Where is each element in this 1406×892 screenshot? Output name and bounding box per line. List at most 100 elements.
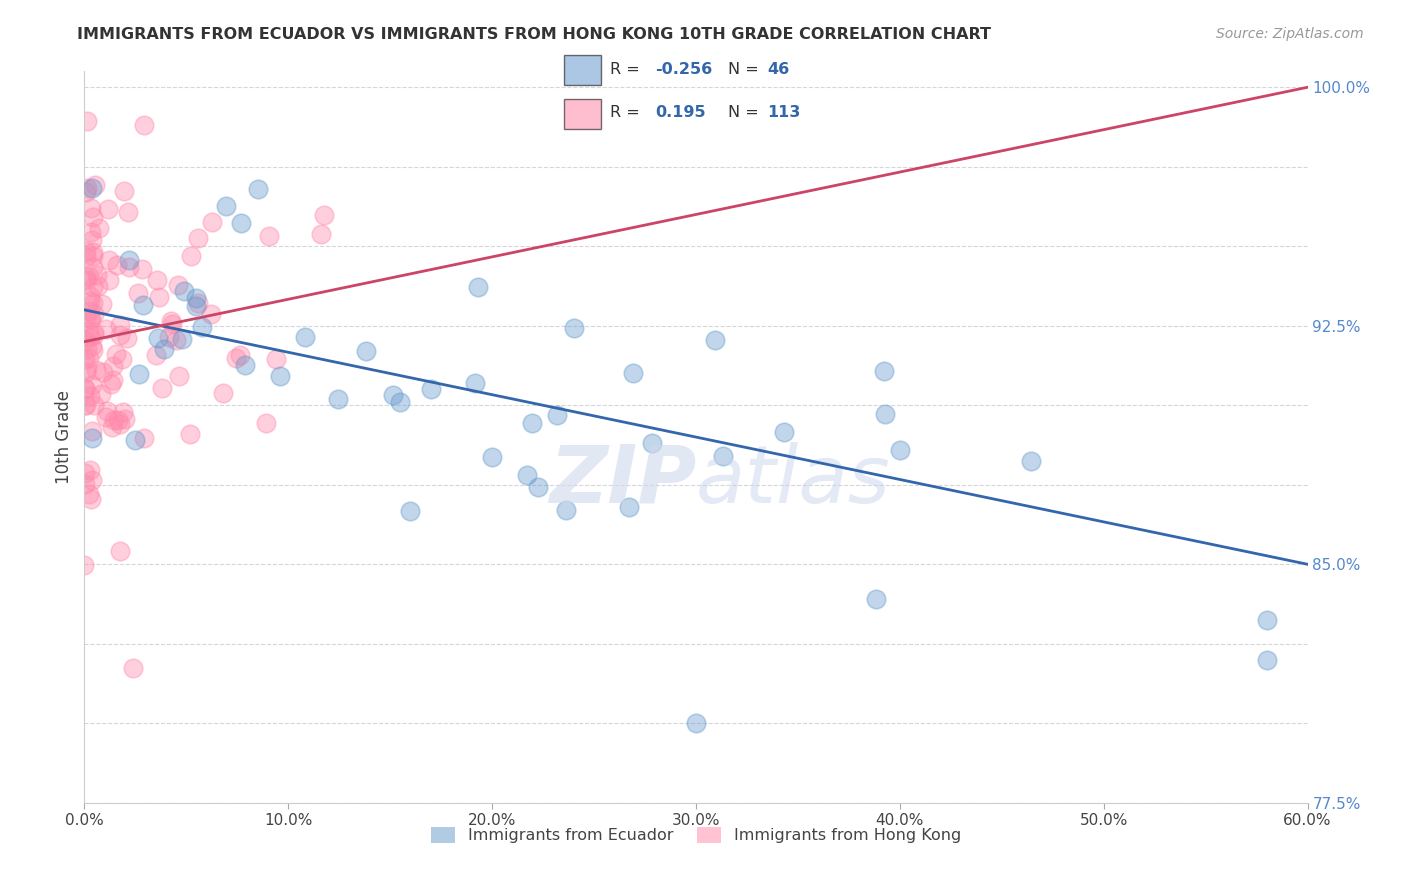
Point xyxy=(641,435,664,450)
Point xyxy=(101,420,124,434)
Text: 46: 46 xyxy=(768,62,789,78)
Point xyxy=(79,389,101,403)
Point xyxy=(75,310,97,324)
Point xyxy=(94,322,117,336)
Point xyxy=(145,347,167,361)
Point xyxy=(82,233,104,247)
Point xyxy=(82,280,104,294)
Point xyxy=(75,382,97,396)
Point xyxy=(75,398,97,412)
Point xyxy=(186,299,208,313)
Point xyxy=(118,260,141,275)
Point xyxy=(165,334,187,348)
Point xyxy=(82,260,104,275)
Point xyxy=(269,369,291,384)
Point xyxy=(1256,653,1278,667)
Point xyxy=(98,272,121,286)
Point xyxy=(555,503,578,517)
Point xyxy=(127,286,149,301)
Point xyxy=(79,293,101,308)
Point xyxy=(562,321,585,335)
Point xyxy=(146,331,169,345)
Point xyxy=(75,381,97,395)
Point xyxy=(225,351,247,365)
Point xyxy=(82,296,104,310)
Point xyxy=(159,314,181,328)
Point xyxy=(264,351,287,366)
Point xyxy=(98,252,121,267)
Point xyxy=(77,325,100,339)
Point xyxy=(76,360,98,375)
Point xyxy=(80,492,103,507)
Point xyxy=(520,416,543,430)
Point xyxy=(162,318,184,332)
Point xyxy=(889,443,911,458)
Point xyxy=(527,480,550,494)
Point xyxy=(75,185,97,199)
Point xyxy=(179,426,201,441)
Point xyxy=(77,486,100,500)
Point xyxy=(516,468,538,483)
Point xyxy=(84,178,107,193)
Point xyxy=(80,339,103,353)
Point xyxy=(108,328,131,343)
Point xyxy=(82,249,104,263)
Text: Source: ZipAtlas.com: Source: ZipAtlas.com xyxy=(1216,27,1364,41)
Point xyxy=(546,408,568,422)
Point xyxy=(619,500,641,514)
Point xyxy=(186,296,208,310)
Point xyxy=(186,291,208,305)
Point xyxy=(399,504,422,518)
Point xyxy=(481,450,503,464)
Point xyxy=(200,307,222,321)
Point xyxy=(80,201,103,215)
Text: N =: N = xyxy=(728,105,763,120)
Point xyxy=(76,113,98,128)
Point xyxy=(131,261,153,276)
Point xyxy=(108,544,131,558)
Point xyxy=(170,332,193,346)
Point xyxy=(621,366,644,380)
Point xyxy=(108,318,131,333)
Point xyxy=(76,181,98,195)
Point xyxy=(77,351,100,365)
Point xyxy=(77,269,100,284)
Point xyxy=(467,280,489,294)
Point xyxy=(79,330,101,344)
Point xyxy=(79,225,101,239)
FancyBboxPatch shape xyxy=(564,99,600,129)
Point xyxy=(84,363,107,377)
Point xyxy=(187,231,209,245)
Point xyxy=(167,368,190,383)
Point xyxy=(328,392,350,407)
Point xyxy=(167,278,190,293)
Point xyxy=(75,244,97,258)
Point xyxy=(73,466,96,480)
Text: -0.256: -0.256 xyxy=(655,62,713,78)
Point xyxy=(381,388,404,402)
Point xyxy=(83,325,105,339)
Point xyxy=(91,364,114,378)
Point xyxy=(80,424,103,438)
Point xyxy=(112,184,135,198)
Point xyxy=(77,304,100,318)
Point xyxy=(82,244,104,259)
Point xyxy=(257,229,280,244)
Point xyxy=(388,395,411,409)
Text: ZIP: ZIP xyxy=(548,442,696,520)
Point xyxy=(75,273,97,287)
Point xyxy=(212,386,235,401)
Point xyxy=(82,210,104,224)
Point xyxy=(103,359,125,373)
Point xyxy=(215,198,238,212)
Point xyxy=(173,284,195,298)
Legend: Immigrants from Ecuador, Immigrants from Hong Kong: Immigrants from Ecuador, Immigrants from… xyxy=(425,821,967,850)
Point xyxy=(105,258,128,272)
Point xyxy=(148,289,170,303)
Point xyxy=(87,278,110,293)
Point xyxy=(97,202,120,217)
Point xyxy=(873,364,896,378)
Point xyxy=(873,407,896,421)
Point xyxy=(773,425,796,439)
Point xyxy=(75,251,97,265)
